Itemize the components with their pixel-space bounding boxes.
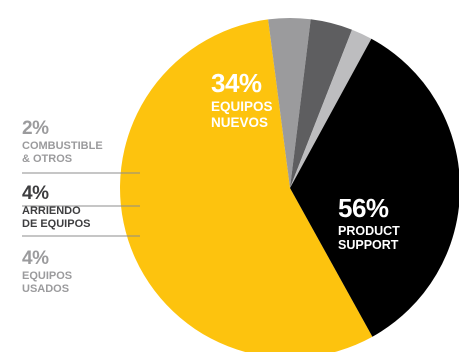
slice-equipos-nuevos: [290, 38, 459, 337]
slice-usados: [268, 18, 311, 189]
equipos-nuevos-percent: 34%: [211, 68, 262, 98]
slice-product-support: [120, 19, 373, 352]
slice-combustible: [290, 29, 372, 188]
label-product-support: 56% PRODUCT SUPPORT: [338, 193, 400, 253]
usados-percent: 4%: [22, 248, 49, 269]
slice-arriendo: [290, 19, 353, 188]
label-equipos-nuevos: 34% EQUIPOS NUEVOS: [211, 68, 273, 130]
product-support-caption: PRODUCT SUPPORT: [338, 224, 400, 253]
combustible-caption: COMBUSTIBLE & OTROS: [22, 140, 103, 165]
usados-caption: EQUIPOS USADOS: [22, 270, 73, 295]
product-support-percent: 56%: [338, 193, 389, 223]
arriendo-percent: 4%: [22, 183, 49, 204]
label-combustible-otros: 2% COMBUSTIBLE & OTROS: [22, 118, 103, 165]
label-equipos-usados: 4% EQUIPOS USADOS: [22, 248, 72, 295]
equipos-nuevos-caption: EQUIPOS NUEVOS: [211, 99, 273, 130]
arriendo-caption: ARRIENDO DE EQUIPOS: [22, 205, 91, 230]
label-arriendo-equipos: 4% ARRIENDO DE EQUIPOS: [22, 183, 90, 230]
combustible-percent: 2%: [22, 118, 49, 139]
